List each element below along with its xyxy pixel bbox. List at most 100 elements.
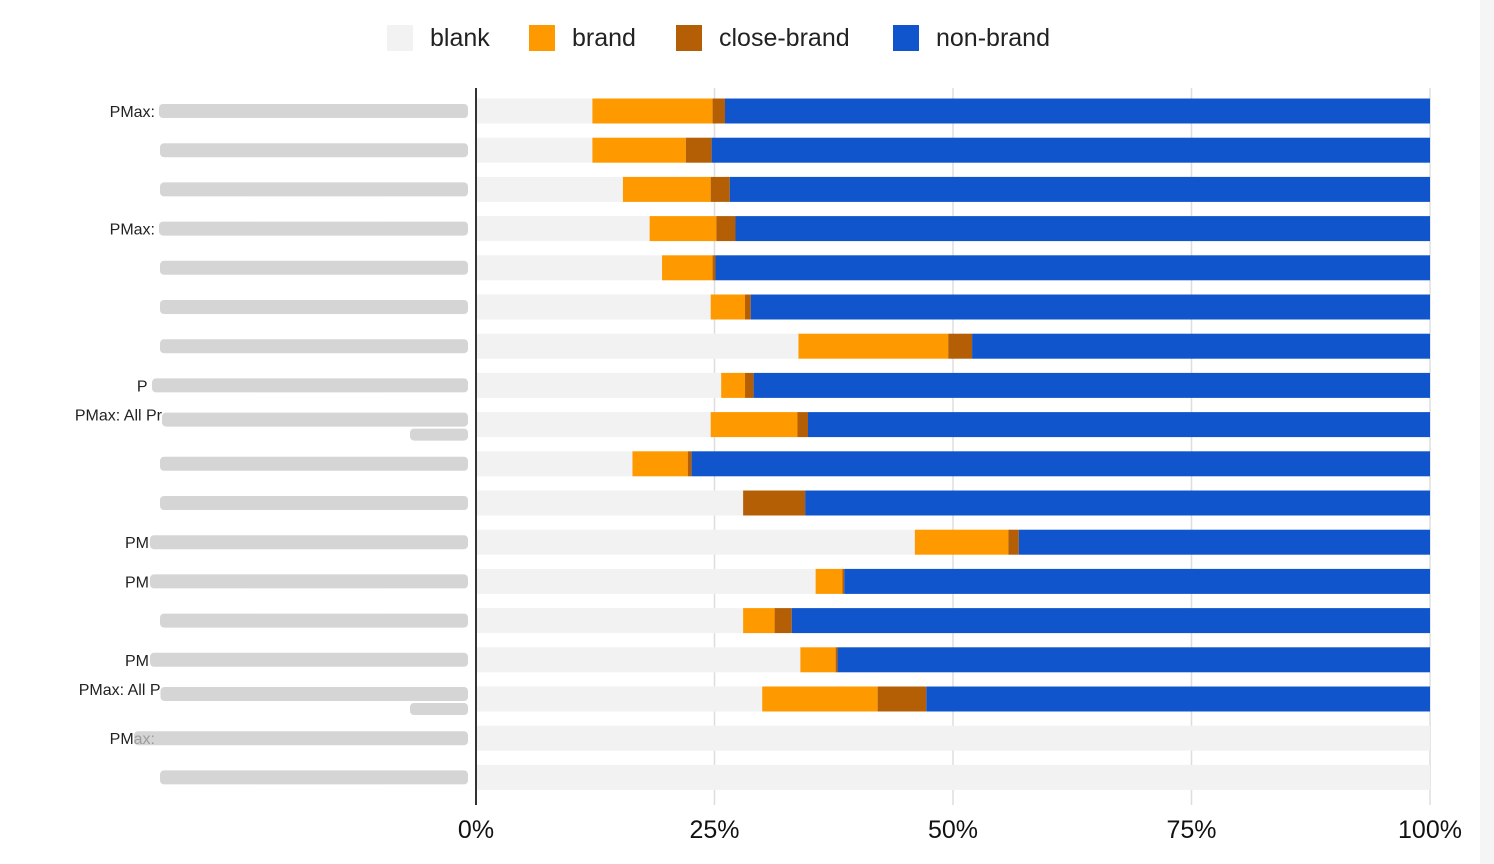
bar-close-brand-row-12 — [1008, 529, 1019, 555]
bar-close-brand-row-11 — [743, 490, 806, 516]
bar-blank-row-3 — [476, 176, 623, 202]
legend-label-close-brand: close-brand — [719, 24, 850, 52]
x-tick-label-75: 75% — [1166, 816, 1216, 844]
category-label-row-1: PMax: — [110, 104, 155, 121]
bar-brand-row-4 — [649, 216, 717, 242]
redacted-label-row-17 — [134, 731, 468, 746]
legend-swatch-non-brand — [893, 25, 919, 51]
bar-blank-row-6 — [476, 294, 711, 320]
bar-brand-row-8 — [721, 372, 746, 398]
bar-blank-row-5 — [476, 255, 663, 281]
bar-close-brand-row-4 — [716, 216, 736, 242]
bar-brand-row-12 — [914, 529, 1009, 555]
x-tick-label-50: 50% — [928, 816, 978, 844]
bar-non-brand-row-13 — [844, 568, 1430, 594]
bar-brand-row-5 — [662, 255, 713, 281]
bar-close-brand-row-10 — [687, 451, 692, 477]
bar-non-brand-row-7 — [972, 333, 1430, 359]
bar-close-brand-row-2 — [685, 137, 712, 163]
bar-non-brand-row-16 — [926, 686, 1430, 712]
bar-brand-row-15 — [800, 647, 836, 673]
legend-label-brand: brand — [572, 24, 636, 52]
bar-brand-row-2 — [592, 137, 686, 163]
bar-non-brand-row-8 — [753, 372, 1430, 398]
bar-blank-row-17 — [476, 725, 1430, 751]
bar-close-brand-row-15 — [835, 647, 838, 673]
category-label-row-12: PM — [125, 535, 149, 552]
redacted-label-row-8 — [152, 378, 468, 393]
redacted-label-line2-row-16 — [410, 703, 468, 715]
redacted-label-row-2 — [160, 143, 468, 158]
bar-non-brand-row-4 — [735, 216, 1430, 242]
redacted-label-row-16 — [160, 687, 468, 701]
bar-close-brand-row-3 — [710, 176, 730, 202]
x-tick-label-100: 100% — [1398, 816, 1462, 844]
bar-blank-row-18 — [476, 764, 1430, 790]
bar-non-brand-row-6 — [750, 294, 1430, 320]
bar-close-brand-row-8 — [745, 372, 754, 398]
bar-blank-row-7 — [476, 333, 799, 359]
bar-blank-row-8 — [476, 372, 722, 398]
redacted-label-row-13 — [150, 574, 468, 589]
redacted-label-row-11 — [160, 496, 468, 510]
bar-brand-row-7 — [798, 333, 949, 359]
bar-blank-row-15 — [476, 647, 801, 673]
bar-close-brand-row-6 — [745, 294, 751, 320]
redacted-label-row-9 — [162, 412, 468, 427]
redacted-label-row-6 — [160, 300, 468, 314]
bar-blank-row-12 — [476, 529, 915, 555]
redacted-label-row-12 — [150, 535, 468, 550]
bar-non-brand-row-14 — [791, 608, 1430, 634]
category-label-row-13: PM — [125, 574, 149, 591]
bar-brand-row-3 — [622, 176, 711, 202]
legend: blank brand close-brand non-brand — [387, 24, 1050, 52]
redacted-label-row-3 — [160, 182, 468, 197]
bar-brand-row-6 — [710, 294, 746, 320]
bar-brand-row-16 — [762, 686, 878, 712]
bars — [476, 98, 1430, 790]
bar-non-brand-row-15 — [837, 647, 1430, 673]
bar-close-brand-row-5 — [712, 255, 716, 281]
gridlines — [713, 88, 1431, 805]
bar-brand-row-13 — [815, 568, 843, 594]
bar-blank-row-9 — [476, 412, 711, 438]
redacted-label-row-1 — [159, 104, 468, 118]
redacted-label-row-10 — [160, 456, 468, 471]
category-label-row-9: PMax: All Pr — [75, 408, 163, 425]
bar-blank-row-11 — [476, 490, 744, 516]
bar-brand-row-14 — [743, 608, 775, 634]
bar-non-brand-row-11 — [805, 490, 1430, 516]
bar-brand-row-1 — [592, 98, 713, 124]
bar-blank-row-2 — [476, 137, 593, 163]
bar-close-brand-row-14 — [774, 608, 792, 634]
redacted-label-line2-row-9 — [410, 428, 468, 441]
bar-close-brand-row-9 — [797, 412, 808, 438]
bar-non-brand-row-3 — [729, 176, 1430, 202]
legend-label-blank: blank — [430, 24, 490, 52]
bar-non-brand-row-9 — [807, 412, 1430, 438]
x-tick-label-0: 0% — [458, 816, 494, 844]
legend-label-non-brand: non-brand — [936, 24, 1050, 52]
category-label-row-4: PMax: — [110, 222, 155, 239]
bar-non-brand-row-1 — [724, 98, 1430, 124]
x-tick-labels: 0% 25% 50% 75% 100% — [458, 816, 1462, 844]
redacted-label-row-18 — [160, 770, 468, 785]
redacted-label-row-4 — [159, 221, 468, 236]
legend-swatch-close-brand — [676, 25, 702, 51]
bar-brand-row-9 — [710, 412, 798, 438]
redacted-label-row-14 — [160, 613, 468, 628]
bar-close-brand-row-7 — [948, 333, 973, 359]
x-tick-label-25: 25% — [689, 816, 739, 844]
redacted-label-row-7 — [160, 339, 468, 354]
bar-blank-row-14 — [476, 608, 744, 634]
bar-non-brand-row-10 — [691, 451, 1430, 477]
redacted-label-row-15 — [150, 652, 468, 667]
category-label-row-8: P — [137, 378, 148, 395]
legend-swatch-blank — [387, 25, 413, 51]
category-labels: PMax: PMax: P PMax: All Pr PM PM PM PMax: All… — [75, 104, 468, 785]
redacted-label-row-5 — [160, 260, 468, 275]
bar-non-brand-row-5 — [715, 255, 1430, 281]
bar-close-brand-row-1 — [712, 98, 725, 124]
bar-close-brand-row-16 — [877, 686, 927, 712]
